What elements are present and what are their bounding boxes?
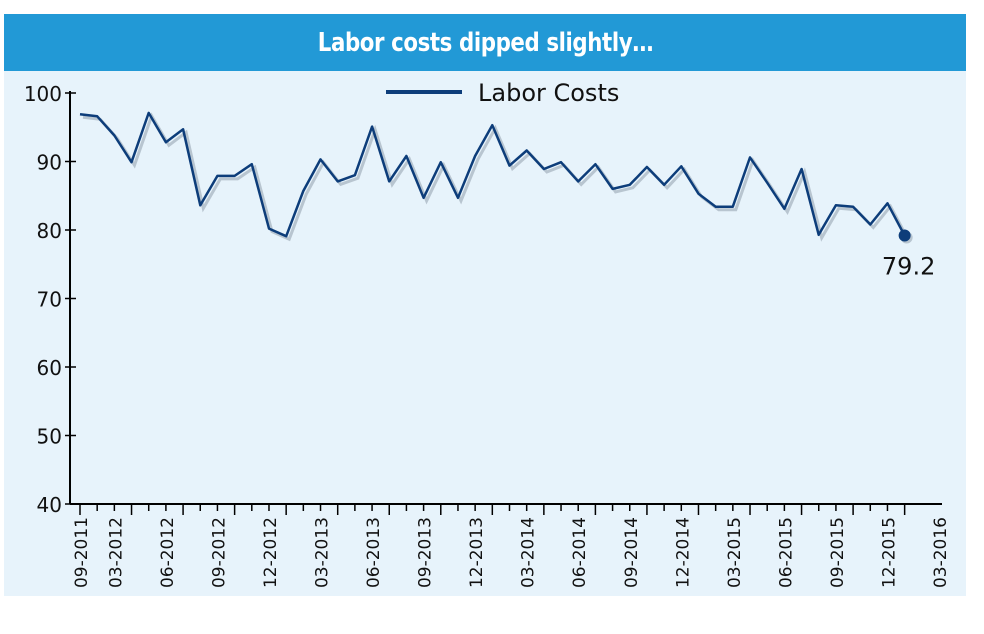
x-tick-label: 06-2014	[570, 517, 590, 588]
x-tick-label: 09-2014	[622, 517, 642, 588]
end-value-label: 79.2	[882, 252, 935, 280]
x-tick-label: 09-2011	[72, 517, 92, 588]
x-tick-label: 06-2013	[364, 517, 384, 588]
end-point-marker	[898, 229, 911, 242]
x-tick-label: 06-2015	[776, 517, 796, 588]
y-tick-label: 50	[37, 425, 62, 449]
series-layer: 79.2	[79, 111, 935, 280]
x-tick-label: 03-2016	[931, 517, 951, 588]
y-tick-label: 70	[37, 288, 62, 312]
x-tick-label: 09-2015	[828, 517, 848, 588]
series-line-labor-costs	[79, 111, 906, 238]
legend-label: Labor Costs	[478, 79, 619, 107]
x-tick-label: 03-2014	[519, 517, 539, 588]
chart-background	[4, 14, 966, 596]
legend: Labor Costs	[386, 79, 619, 107]
x-tick-label: 09-2012	[209, 517, 229, 588]
y-tick-label: 40	[37, 493, 62, 517]
x-tick-label: 06-2012	[158, 517, 178, 588]
x-tick-label: 03-2013	[313, 517, 333, 588]
title-bar: Labor costs dipped slightly…	[4, 14, 966, 71]
axes: 40 50 60 70 80 90 100 09-2011 03-2012 06-2012 09-2…	[24, 82, 951, 588]
y-tick-label: 60	[37, 356, 62, 380]
y-tick-label: 80	[37, 219, 62, 243]
x-tick-label: 12-2013	[467, 517, 487, 588]
y-tick-label: 90	[37, 151, 62, 175]
x-tick-label: 12-2012	[261, 517, 281, 588]
x-tick-label: 03-2012	[106, 517, 126, 588]
x-tick-label: 12-2015	[879, 517, 899, 588]
chart-title: Labor costs dipped slightly…	[317, 27, 653, 58]
x-tick-label: 12-2014	[673, 517, 693, 588]
y-tick-label: 100	[24, 82, 62, 106]
x-tick-label: 03-2015	[725, 517, 745, 588]
x-tick-label: 09-2013	[416, 517, 436, 588]
